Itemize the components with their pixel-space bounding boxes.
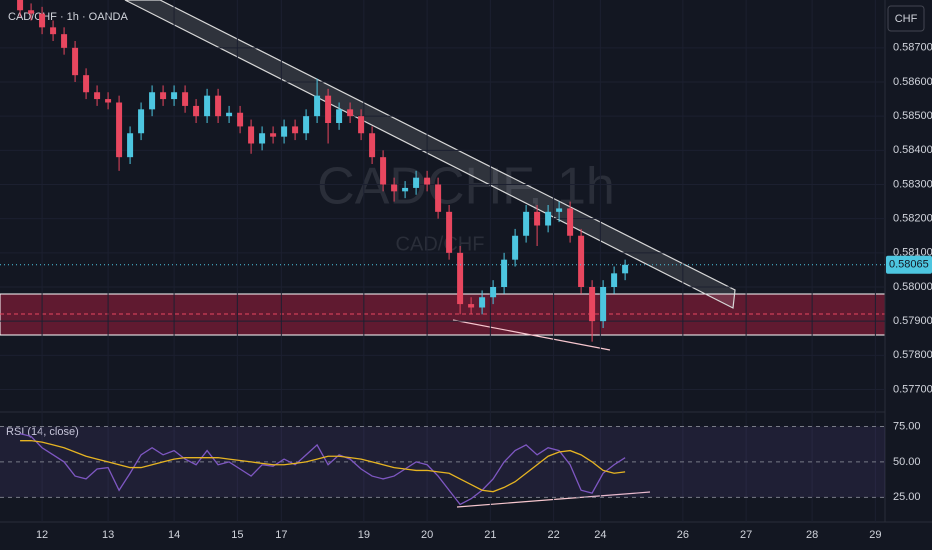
candle-body bbox=[358, 116, 365, 134]
x-tick-label: 26 bbox=[677, 529, 689, 541]
support-trendline bbox=[452, 319, 611, 351]
candle-body bbox=[446, 211, 453, 253]
candle-body bbox=[424, 177, 431, 185]
candle-body bbox=[94, 92, 101, 100]
candle-body bbox=[303, 116, 310, 134]
x-tick-label: 22 bbox=[547, 529, 559, 541]
last-price-badge bbox=[886, 255, 932, 274]
candle-body bbox=[391, 184, 398, 192]
candle-body bbox=[127, 133, 134, 158]
candle-body bbox=[523, 211, 530, 236]
candle-body bbox=[259, 133, 266, 144]
y-tick-label: 0.58200 bbox=[893, 213, 932, 225]
candle-body bbox=[545, 211, 552, 226]
channel bbox=[124, 0, 736, 309]
rsi-line bbox=[19, 432, 626, 506]
y-tick-label: 75.00 bbox=[893, 420, 921, 432]
candle-body bbox=[72, 47, 79, 76]
y-tick-label: 0.58300 bbox=[893, 178, 932, 190]
candle-body bbox=[17, 0, 24, 11]
x-tick-label: 21 bbox=[484, 529, 496, 541]
y-tick-label: 0.58500 bbox=[893, 110, 932, 122]
candle-body bbox=[600, 287, 607, 322]
candle-body bbox=[160, 92, 167, 100]
candle-body bbox=[39, 13, 46, 28]
y-tick-label: 0.57700 bbox=[893, 383, 932, 395]
x-tick-label: 20 bbox=[421, 529, 433, 541]
x-tick-label: 15 bbox=[231, 529, 243, 541]
candle-body bbox=[457, 252, 464, 305]
y-tick-label: 25.00 bbox=[893, 491, 921, 503]
candle-body bbox=[402, 187, 409, 192]
candle-body bbox=[237, 112, 244, 127]
watermark: CADCHF, 1h bbox=[317, 158, 615, 216]
candle-body bbox=[105, 99, 112, 103]
y-tick-label: 0.58100 bbox=[893, 247, 932, 259]
watermark-sub: CAD/CHF bbox=[396, 233, 485, 255]
last-price-label: 0.58065 bbox=[889, 259, 929, 271]
candle-body bbox=[468, 304, 475, 308]
candle-body bbox=[490, 287, 497, 298]
x-tick-label: 13 bbox=[102, 529, 114, 541]
candle-body bbox=[534, 211, 541, 226]
x-tick-label: 17 bbox=[275, 529, 287, 541]
candle-body bbox=[479, 297, 486, 308]
y-tick-label: 0.58400 bbox=[893, 144, 932, 156]
candle-body bbox=[578, 235, 585, 287]
x-tick-label: 24 bbox=[594, 529, 606, 541]
y-tick-label: 0.58600 bbox=[893, 76, 932, 88]
candle-body bbox=[149, 92, 156, 110]
candle-body bbox=[380, 157, 387, 185]
candle-body bbox=[501, 259, 508, 287]
candle-body bbox=[248, 126, 255, 144]
candle-body bbox=[589, 287, 596, 322]
candle-body bbox=[182, 92, 189, 106]
candle-body bbox=[622, 264, 629, 274]
x-tick-label: 19 bbox=[358, 529, 370, 541]
candle-body bbox=[83, 75, 90, 93]
candle-body bbox=[193, 105, 200, 117]
candle-body bbox=[325, 95, 332, 123]
x-tick-label: 27 bbox=[740, 529, 752, 541]
candle-body bbox=[171, 92, 178, 100]
candle-body bbox=[281, 126, 288, 137]
symbol-title: CAD/CHF · 1h · OANDA bbox=[8, 11, 128, 23]
candle-body bbox=[413, 177, 420, 188]
y-tick-label: 0.57900 bbox=[893, 315, 932, 327]
candle-body bbox=[347, 109, 354, 117]
x-tick-label: 14 bbox=[168, 529, 180, 541]
x-tick-label: 28 bbox=[806, 529, 818, 541]
candle-body bbox=[314, 95, 321, 117]
candle-body bbox=[116, 102, 123, 158]
candle-body bbox=[512, 235, 519, 260]
candle-body bbox=[336, 109, 343, 123]
x-tick-label: 29 bbox=[869, 529, 881, 541]
candle-body bbox=[138, 109, 145, 134]
currency-button-label[interactable]: CHF bbox=[895, 13, 918, 25]
candle-body bbox=[435, 184, 442, 212]
candle-body bbox=[28, 10, 35, 14]
candle-body bbox=[215, 95, 222, 117]
candle-body bbox=[61, 34, 68, 48]
y-tick-label: 50.00 bbox=[893, 456, 921, 468]
candle-body bbox=[556, 208, 563, 212]
y-tick-label: 0.58700 bbox=[893, 42, 932, 54]
candle-body bbox=[611, 273, 618, 287]
candle-body bbox=[369, 133, 376, 158]
rsi-line bbox=[20, 440, 626, 493]
currency-button[interactable] bbox=[887, 5, 925, 32]
y-tick-label: 0.58000 bbox=[893, 281, 932, 293]
candle-body bbox=[204, 95, 211, 117]
candle-body bbox=[50, 27, 57, 35]
candle-body bbox=[292, 126, 299, 134]
candle-body bbox=[270, 133, 277, 137]
y-tick-label: 0.57800 bbox=[893, 349, 932, 361]
candle-body bbox=[226, 112, 233, 117]
x-tick-label: 12 bbox=[36, 529, 48, 541]
candle-body bbox=[567, 208, 574, 236]
